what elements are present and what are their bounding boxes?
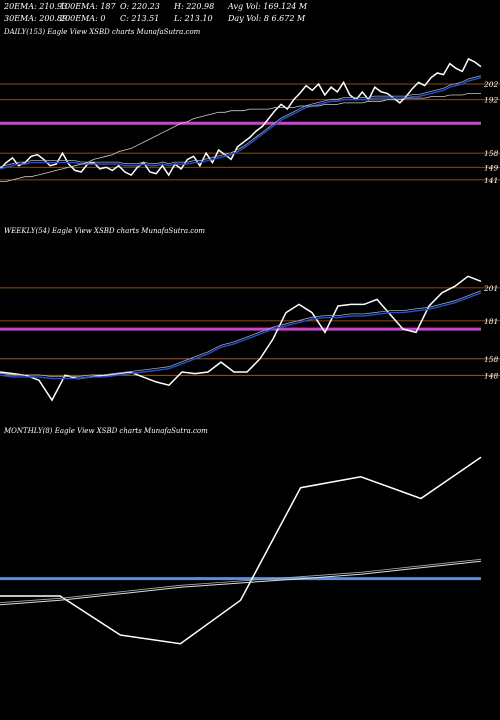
ema200-value: 200EMA: 0 <box>60 14 106 23</box>
daily-slow-ema-line <box>0 93 481 182</box>
monthly-price-line <box>0 456 482 645</box>
weekly-level-label: 181 <box>484 317 498 326</box>
weekly-price-line <box>0 275 482 402</box>
daily-level-label: 149 <box>484 163 499 172</box>
day-volume: Day Vol: 8 6.672 M <box>228 14 306 23</box>
daily-level-label: 141 <box>484 176 498 185</box>
low-value: L: 213.10 <box>174 14 213 23</box>
weekly-level-label: 148 <box>484 371 499 380</box>
monthly-ema-line <box>0 560 482 606</box>
high-value: H: 220.98 <box>174 2 215 11</box>
daily-chart-title: DAILY(153) Eagle View XSBD charts Munafa… <box>4 28 201 36</box>
daily-price-line <box>0 57 482 177</box>
daily-ema-line <box>0 77 482 170</box>
daily-trend-line-upper <box>0 75 482 168</box>
daily-level-label: 192 <box>484 96 499 105</box>
ema30-value: 30EMA: 200.89 <box>4 14 68 23</box>
weekly-level-label: 201 <box>483 284 498 293</box>
close-value: C: 213.51 <box>120 14 160 23</box>
open-value: O: 220.23 <box>120 2 160 11</box>
weekly-trend-line-upper <box>0 290 482 378</box>
weekly-ema-line <box>0 292 482 380</box>
ema20-value: 20EMA: 210.93 <box>4 2 68 11</box>
avg-volume: Avg Vol: 169.124 M <box>228 2 308 11</box>
monthly-trend-line-upper <box>0 558 482 604</box>
ema100-value: 100EMA: 187 <box>60 2 116 11</box>
monthly-chart-title: MONTHLY(8) Eagle View XSBD charts Munafa… <box>4 427 208 435</box>
weekly-level-label: 158 <box>484 355 499 364</box>
weekly-chart-title: WEEKLY(54) Eagle View XSBD charts Munafa… <box>4 227 206 235</box>
daily-level-label: 158 <box>484 149 499 158</box>
daily-level-label: 202 <box>483 80 499 89</box>
